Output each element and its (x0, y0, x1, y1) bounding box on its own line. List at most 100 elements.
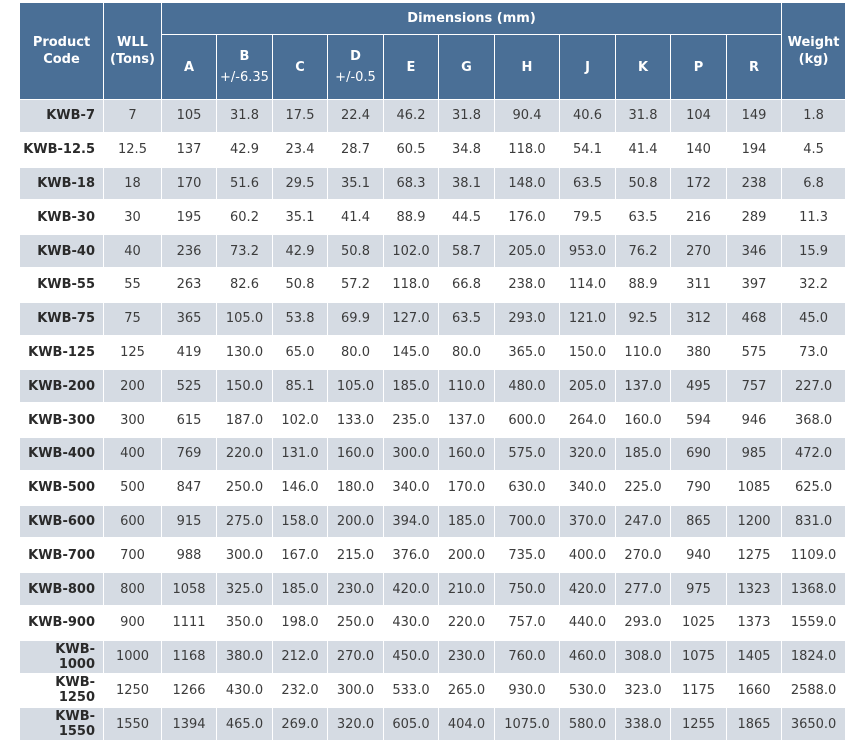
table-cell: 350.0 (217, 606, 273, 641)
table-cell: 30 (104, 201, 162, 236)
table-cell: 102.0 (273, 404, 328, 438)
header-wll: WLL (Tons) (104, 3, 162, 100)
table-cell: 160.0 (616, 404, 671, 438)
header-dim-d: D +/-0.5 (328, 35, 384, 100)
table-cell: 2588.0 (782, 674, 847, 709)
dim-label: K (637, 59, 649, 75)
table-cell: 3650.0 (782, 708, 847, 742)
table-cell: 300.0 (384, 437, 439, 472)
table-row: KWB-75 75 365 105.0 53.8 69.9 127.0 63.5 293.0 12… (20, 302, 847, 337)
table-cell: 66.8 (439, 268, 495, 303)
table-cell: 1266 (162, 674, 217, 709)
table-row: KWB-1000 1000 1168 380.0 212.0 270.0 450.0 230.… (20, 640, 847, 675)
table-cell: 311 (671, 268, 727, 303)
table-cell: 338.0 (616, 708, 671, 742)
table-cell: 700.0 (495, 505, 560, 540)
table-cell: 440.0 (560, 606, 616, 641)
table-cell: 114.0 (560, 268, 616, 303)
table-cell: 137 (162, 133, 217, 168)
table-cell: 34.8 (439, 133, 495, 168)
table-cell: 45.0 (782, 302, 847, 337)
table-row: KWB-55 55 263 82.6 50.8 57.2 118.0 66.8 238.0 114… (20, 268, 847, 303)
table-cell: 525 (162, 370, 217, 405)
table-cell: 575.0 (495, 437, 560, 472)
table-cell: 988 (162, 539, 217, 574)
table-cell: 32.2 (782, 268, 847, 303)
dim-label: B (239, 49, 250, 64)
table-cell: 40.6 (560, 100, 616, 134)
product-code-cell: KWB-1250 (20, 674, 104, 709)
header-row-top: Product Code WLL (Tons) Dimensions (mm) … (20, 3, 847, 100)
table-cell: 264.0 (560, 404, 616, 438)
table-row: KWB-40 40 236 73.2 42.9 50.8 102.0 58.7 205.0 953… (20, 235, 847, 269)
table-cell: 800 (104, 573, 162, 607)
table-row: KWB-500 500 847 250.0 146.0 180.0 340.0 170.0 63… (20, 471, 847, 506)
table-cell: 63.5 (560, 167, 616, 202)
product-code-cell: KWB-900 (20, 606, 104, 641)
table-cell: 140 (671, 133, 727, 168)
product-code-cell: KWB-75 (20, 302, 104, 337)
table-cell: 212.0 (273, 640, 328, 675)
table-cell: 365 (162, 302, 217, 337)
table-cell: 831.0 (782, 505, 847, 540)
table-cell: 104 (671, 100, 727, 134)
table-cell: 31.8 (439, 100, 495, 134)
dim-label: C (295, 59, 305, 75)
table-cell: 915 (162, 505, 217, 540)
table-cell: 58.7 (439, 235, 495, 269)
table-cell: 121.0 (560, 302, 616, 337)
table-cell: 50.8 (616, 167, 671, 202)
table-cell: 230.0 (439, 640, 495, 675)
table-cell: 46.2 (384, 100, 439, 134)
table-cell: 42.9 (273, 235, 328, 269)
table-cell: 185.0 (439, 505, 495, 540)
table-cell: 137.0 (616, 370, 671, 405)
dim-label: J (585, 59, 590, 75)
table-cell: 300 (104, 404, 162, 438)
dim-label: G (461, 59, 472, 75)
table-cell: 1559.0 (782, 606, 847, 641)
table-cell: 533.0 (384, 674, 439, 709)
table-row: KWB-1550 1550 1394 465.0 269.0 320.0 605.0 404.… (20, 708, 847, 742)
product-code-cell: KWB-400 (20, 437, 104, 472)
dim-tolerance: +/-0.5 (335, 70, 376, 85)
table-cell: 308.0 (616, 640, 671, 675)
table-cell: 131.0 (273, 437, 328, 472)
table-cell: 1000 (104, 640, 162, 675)
spec-table: Product Code WLL (Tons) Dimensions (mm) … (20, 3, 847, 742)
table-cell: 160.0 (439, 437, 495, 472)
table-cell: 600.0 (495, 404, 560, 438)
table-cell: 40 (104, 235, 162, 269)
dim-label: A (183, 59, 195, 75)
product-code-cell: KWB-40 (20, 235, 104, 269)
table-cell: 185.0 (616, 437, 671, 472)
table-cell: 149 (727, 100, 783, 134)
table-cell: 102.0 (384, 235, 439, 269)
table-cell: 238 (727, 167, 783, 202)
table-cell: 150.0 (560, 336, 616, 371)
product-code-cell: KWB-600 (20, 505, 104, 540)
table-cell: 270.0 (616, 539, 671, 574)
table-cell: 172 (671, 167, 727, 202)
table-cell: 180.0 (328, 471, 384, 506)
table-cell: 293.0 (616, 606, 671, 641)
table-cell: 472.0 (782, 437, 847, 472)
table-cell: 230.0 (328, 573, 384, 607)
table-cell: 400.0 (560, 539, 616, 574)
table-cell: 57.2 (328, 268, 384, 303)
table-cell: 82.6 (217, 268, 273, 303)
table-cell: 200.0 (439, 539, 495, 574)
table-cell: 380.0 (217, 640, 273, 675)
table-cell: 35.1 (273, 201, 328, 236)
table-cell: 769 (162, 437, 217, 472)
header-dim-h: H (495, 35, 560, 100)
table-cell: 368.0 (782, 404, 847, 438)
table-cell: 320.0 (560, 437, 616, 472)
table-cell: 158.0 (273, 505, 328, 540)
table-cell: 250.0 (328, 606, 384, 641)
table-cell: 465.0 (217, 708, 273, 742)
table-cell: 265.0 (439, 674, 495, 709)
table-cell: 340.0 (560, 471, 616, 506)
table-row: KWB-200 200 525 150.0 85.1 105.0 185.0 110.0 480… (20, 370, 847, 405)
table-row: KWB-600 600 915 275.0 158.0 200.0 394.0 185.0 70… (20, 505, 847, 540)
